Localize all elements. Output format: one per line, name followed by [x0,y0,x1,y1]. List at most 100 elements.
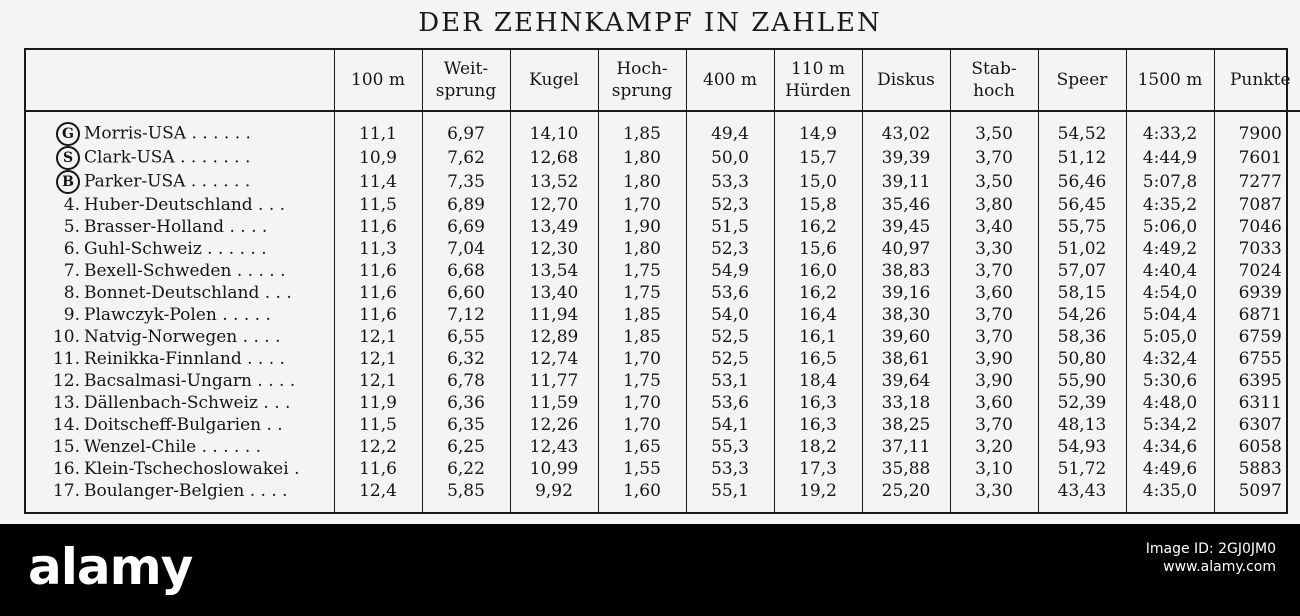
result-cell: 11,6 [333,216,422,238]
result-cell: 6,60 [421,282,510,304]
result-cell: 54,9 [685,260,774,282]
result-cell: 1,85 [597,304,686,326]
table-row: 4. Huber-Deutschland . . . 11,5 6,89 12,70 1,… [26,194,1300,216]
result-cell: 11,59 [509,392,598,414]
result-cell: 54,0 [685,304,774,326]
points-cell: 5097 [1213,480,1300,512]
athlete-cell: B Parker-USA . . . . . . [26,170,334,194]
result-cell: 12,43 [509,436,598,458]
athlete-cell: 6. Guhl-Schweiz . . . . . . [26,238,334,260]
result-cell: 3,50 [949,111,1038,146]
table-row: 14. Doitscheff-Bulgarien . . 11,5 6,35 12,26… [26,414,1300,436]
points-cell: 6311 [1213,392,1300,414]
column-header: Diskus [861,50,950,112]
result-cell: 3,30 [949,238,1038,260]
result-cell: 10,99 [509,458,598,480]
result-cell: 11,3 [333,238,422,260]
rank-number: 12. [52,371,80,391]
points-cell: 7046 [1213,216,1300,238]
result-cell: 52,5 [685,326,774,348]
alamy-logo: alamy [28,538,193,596]
column-header: Hoch- sprung [597,50,686,112]
athlete-name: Clark-USA [84,147,175,168]
result-cell: 3,70 [949,414,1038,436]
result-cell: 6,32 [421,348,510,370]
result-cell: 6,55 [421,326,510,348]
athlete-cell: 8. Bonnet-Deutschland . . . [26,282,334,304]
result-cell: 3,60 [949,282,1038,304]
rank-number: 8. [63,283,80,303]
result-cell: 16,4 [773,304,862,326]
result-cell: 5:30,6 [1125,370,1214,392]
result-cell: 52,39 [1037,392,1126,414]
result-cell: 52,5 [685,348,774,370]
leader-dots: . . . [258,393,291,413]
result-cell: 39,16 [861,282,950,304]
result-cell: 4:32,4 [1125,348,1214,370]
rank-number: 7. [63,261,80,281]
result-cell: 12,2 [333,436,422,458]
result-cell: 53,3 [685,458,774,480]
result-cell: 48,13 [1037,414,1126,436]
athlete-name: Klein-Tschechoslowakei [84,459,289,479]
result-cell: 7,35 [421,170,510,194]
result-cell: 4:34,6 [1125,436,1214,458]
leader-dots: . . . . . . [186,123,251,144]
result-cell: 38,30 [861,304,950,326]
header-name-column [26,50,334,112]
result-cell: 1,65 [597,436,686,458]
rank-number: 14. [52,415,80,435]
result-cell: 10,9 [333,146,422,170]
result-cell: 4:40,4 [1125,260,1214,282]
result-cell: 50,80 [1037,348,1126,370]
athlete-name: Bacsalmasi-Ungarn [84,371,252,391]
result-cell: 56,45 [1037,194,1126,216]
result-cell: 43,43 [1037,480,1126,512]
result-cell: 53,1 [685,370,774,392]
table-body: G Morris-USA . . . . . . 11,1 6,97 14,10 1,85… [26,111,1300,512]
watermark-bar: alamy Image ID: 2GJ0JM0 www.alamy.com [0,524,1300,616]
leader-dots: . . . . . . [201,239,267,259]
table-row: 9. Plawczyk-Polen . . . . . 11,6 7,12 11,94 1… [26,304,1300,326]
table-row: G Morris-USA . . . . . . 11,1 6,97 14,10 1,85… [26,111,1300,146]
result-cell: 12,68 [509,146,598,170]
result-cell: 16,2 [773,216,862,238]
leader-dots: . . . . . [216,305,271,325]
result-cell: 7,62 [421,146,510,170]
result-cell: 50,0 [685,146,774,170]
result-cell: 58,15 [1037,282,1126,304]
result-cell: 11,6 [333,304,422,326]
result-cell: 12,89 [509,326,598,348]
leader-dots: . . . . [251,371,296,391]
result-cell: 3,40 [949,216,1038,238]
athlete-cell: 7. Bexell-Schweden . . . . . [26,260,334,282]
result-cell: 11,1 [333,111,422,146]
result-cell: 13,49 [509,216,598,238]
result-cell: 11,6 [333,260,422,282]
result-cell: 6,35 [421,414,510,436]
result-cell: 12,26 [509,414,598,436]
result-cell: 51,5 [685,216,774,238]
result-cell: 3,10 [949,458,1038,480]
result-cell: 1,70 [597,392,686,414]
points-cell: 7277 [1213,170,1300,194]
table-row: 8. Bonnet-Deutschland . . . 11,6 6,60 13,40 1… [26,282,1300,304]
result-cell: 12,1 [333,348,422,370]
table-row: 11. Reinikka-Finnland . . . . 12,1 6,32 12,7… [26,348,1300,370]
column-header: 100 m [333,50,422,112]
result-cell: 6,97 [421,111,510,146]
points-cell: 6307 [1213,414,1300,436]
leader-dots: . . . [259,283,292,303]
leader-dots: . . . . . . [185,171,251,192]
result-cell: 51,12 [1037,146,1126,170]
result-cell: 19,2 [773,480,862,512]
athlete-cell: 4. Huber-Deutschland . . . [26,194,334,216]
result-cell: 3,30 [949,480,1038,512]
result-cell: 11,6 [333,458,422,480]
athlete-name: Brasser-Holland [84,217,225,237]
result-cell: 33,18 [861,392,950,414]
leader-dots: . . . . [237,327,281,347]
points-cell: 7601 [1213,146,1300,170]
points-cell: 6755 [1213,348,1300,370]
